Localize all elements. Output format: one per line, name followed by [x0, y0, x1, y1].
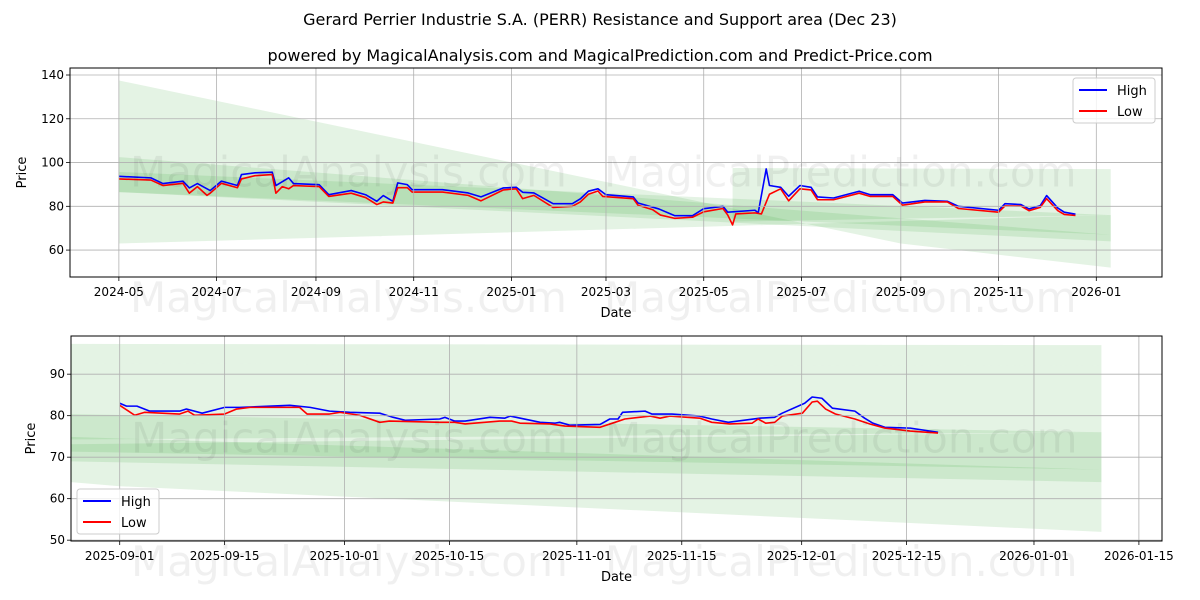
watermark-text: MagicalAnalysis.com [131, 414, 568, 463]
x-axis-label: Date [600, 306, 631, 321]
axes-frame [69, 67, 1163, 278]
x-tick-label: 2025-09 [876, 285, 926, 299]
axes-frame [70, 335, 1163, 542]
full-history-axes: 60 80 100 120 140 2024-05 2024-07 2024-09 2024-1… [15, 67, 1163, 322]
y-tick-label: 140 [41, 68, 64, 82]
legend-label-high: High [1117, 84, 1147, 99]
y-axis-label: Price [15, 157, 30, 189]
y-tick-label: 70 [50, 450, 65, 464]
x-tick-label: 2026-01-01 [999, 549, 1069, 563]
x-tick-label: 2026-01 [1071, 285, 1121, 299]
x-tick-label: 2025-11-15 [647, 549, 717, 563]
y-tick-label: 80 [49, 199, 64, 213]
x-tick-label: 2025-10-15 [415, 549, 485, 563]
low-price-line [119, 400, 939, 434]
x-tick-label: 2025-12-15 [872, 549, 942, 563]
legend-label-high: High [121, 495, 151, 510]
y-axis-label: Price [24, 423, 39, 455]
watermark-text: MagicalPrediction.com [605, 537, 1078, 586]
support-resistance-band-4 [118, 171, 1111, 235]
watermark-text: MagicalAnalysis.com [130, 273, 567, 322]
x-tick-label: 2024-05 [94, 285, 144, 299]
y-tick-label: 60 [49, 243, 64, 257]
legend-label-low: Low [121, 516, 147, 531]
x-tick-label: 2025-12-01 [767, 549, 837, 563]
x-tick-label: 2025-01 [486, 285, 536, 299]
watermark-text: MagicalAnalysis.com [131, 537, 568, 586]
y-tick-label: 80 [50, 409, 65, 423]
support-resistance-band-0 [71, 343, 1102, 366]
high-price-line [118, 168, 1076, 217]
legend-label-low: Low [1117, 105, 1143, 120]
support-resistance-band-3 [118, 80, 1111, 268]
watermark-text: MagicalPrediction.com [604, 148, 1077, 197]
y-tick-label: 50 [50, 533, 65, 547]
y-tick-label: 90 [50, 367, 65, 381]
support-resistance-band-2 [118, 157, 1111, 242]
x-tick-label: 2025-09-01 [85, 549, 155, 563]
x-tick-label: 2024-11 [389, 285, 439, 299]
support-resistance-band-1 [732, 177, 1111, 222]
legend: High Low [1072, 77, 1156, 124]
x-tick-label: 2024-09 [291, 285, 341, 299]
watermark-text: MagicalPrediction.com [604, 273, 1077, 322]
plot-area [118, 80, 1111, 268]
x-tick-label: 2025-05 [679, 285, 729, 299]
x-tick-label: 2024-07 [192, 285, 242, 299]
support-resistance-band-1 [71, 363, 1102, 440]
y-tick-label: 60 [50, 492, 65, 506]
chart-subtitle: powered by MagicalAnalysis.com and Magic… [267, 46, 933, 65]
chart-title: Gerard Perrier Industrie S.A. (PERR) Res… [303, 10, 897, 29]
recent-zoom-axes: 50 60 70 80 90 2025-09-01 2025-09-15 2025-10-01… [24, 335, 1174, 586]
x-tick-label: 2026-01-15 [1104, 549, 1174, 563]
x-tick-label: 2025-10-01 [310, 549, 380, 563]
y-tick-label: 100 [41, 156, 64, 170]
x-tick-label: 2025-09-15 [190, 549, 260, 563]
x-axis-label: Date [601, 570, 632, 585]
legend: High Low [76, 488, 160, 535]
x-tick-label: 2025-11 [973, 285, 1023, 299]
x-tick-label: 2025-03 [581, 285, 631, 299]
support-resistance-band-2 [71, 436, 1102, 483]
support-resistance-band-4 [71, 414, 1102, 470]
x-tick-label: 2025-07 [776, 285, 826, 299]
low-price-line [118, 173, 1076, 226]
watermark-text: MagicalPrediction.com [605, 414, 1078, 463]
y-tick-label: 120 [41, 112, 64, 126]
watermark-text: MagicalAnalysis.com [130, 148, 567, 197]
support-resistance-band-0 [732, 168, 1111, 181]
x-tick-label: 2025-11-01 [542, 549, 612, 563]
